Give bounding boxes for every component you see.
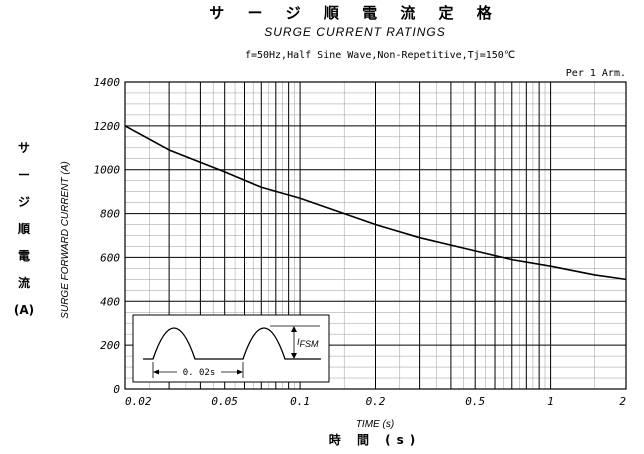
ifsm-label: IFSM [297, 337, 319, 349]
y-tick-label: 1000 [94, 164, 121, 177]
y-tick-label: 200 [100, 339, 120, 352]
y-axis-label-en: SURGE FORWARD CURRENT (A) [60, 161, 71, 318]
y-tick-label: 800 [100, 208, 120, 221]
y-axis-label-jp-char: 順 [17, 221, 31, 236]
x-tick-label: 0.5 [465, 395, 485, 408]
x-tick-label: 0.2 [366, 395, 386, 408]
period-label-bg [177, 366, 221, 378]
test-conditions: f=50Hz,Half Sine Wave,Non-Repetitive,Tj=… [245, 50, 515, 61]
period-arrow-right [237, 369, 243, 375]
x-tick-label: 0.05 [211, 395, 238, 408]
y-axis-label-jp-char: 電 [18, 249, 30, 263]
y-axis-label-jp-char: (A) [14, 303, 34, 317]
period-label: 0. 02s [183, 368, 216, 378]
ifsm-subscript: FSM [300, 339, 320, 349]
ifsm-arrow-head-up [291, 326, 297, 332]
y-axis-label-jp-char: 流 [18, 275, 30, 290]
chart-title-en: SURGE CURRENT RATINGS [264, 25, 445, 39]
y-tick-labels: 0 200 400 600 800 1000 1200 1400 [94, 76, 121, 396]
x-axis-label-en: TIME (s) [356, 419, 394, 430]
per-arm-note: Per 1 Arm. [566, 68, 626, 79]
y-tick-label: 1400 [94, 76, 121, 89]
series-layer [124, 125, 627, 281]
y-tick-label: 600 [100, 251, 120, 264]
plot-frame [124, 81, 627, 390]
x-tick-labels: 0.02 0.05 0.1 0.2 0.5 1 2 [125, 395, 626, 408]
x-tick-label: 2 [619, 395, 626, 408]
y-axis-label-jp-char: ジ [18, 195, 30, 209]
y-axis-label-jp-char: サ [18, 141, 30, 155]
chart-title-jp: サ ー ジ 順 電 流 定 格 [209, 4, 501, 22]
half-sine-wave [143, 327, 321, 360]
x-axis-label-jp: 時 間 (s) [329, 432, 421, 447]
y-axis-label-jp-char: ー [18, 168, 30, 182]
series-line [124, 125, 627, 281]
x-tick-label: 0.1 [290, 395, 310, 408]
period-arrow-left [153, 369, 159, 375]
x-tick-label: 0.02 [125, 395, 152, 408]
y-tick-label: 1200 [94, 120, 121, 133]
y-tick-label: 0 [113, 383, 120, 396]
y-tick-label: 400 [100, 295, 120, 308]
waveform-inset: IFSM 0. 02s [132, 314, 330, 383]
x-tick-label: 1 [547, 395, 554, 408]
ifsm-arrow-head-down [291, 353, 297, 359]
